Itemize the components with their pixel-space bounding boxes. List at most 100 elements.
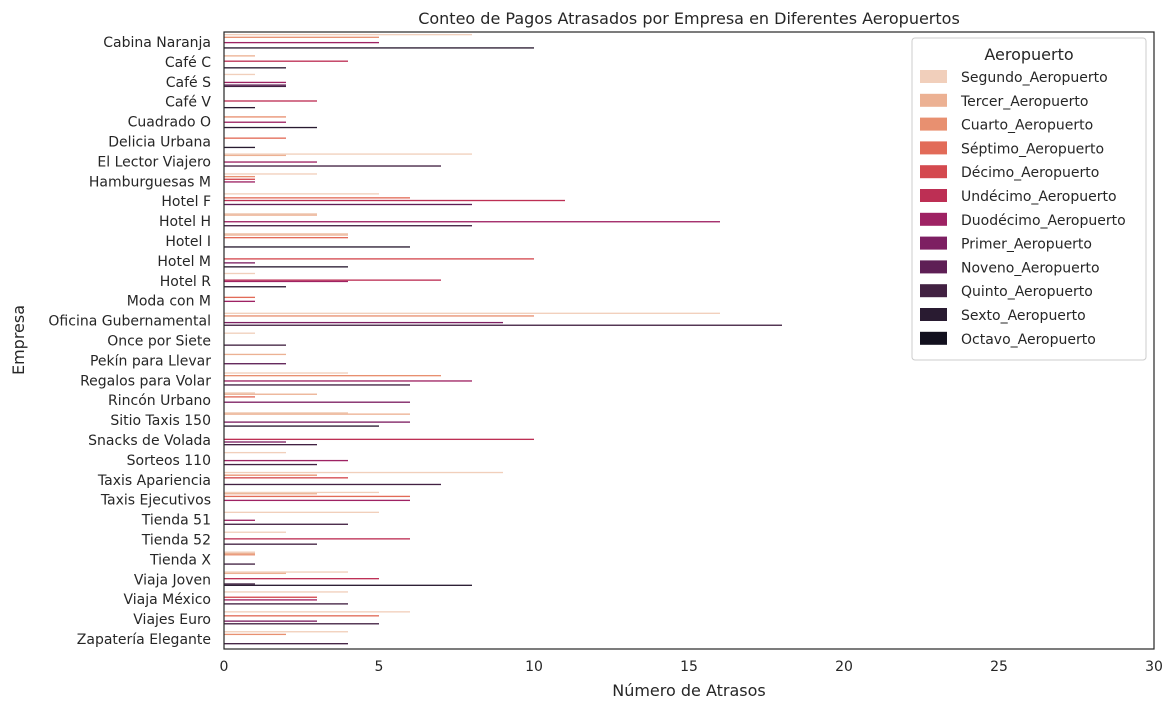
legend-label: Duodécimo_Aeropuerto <box>961 213 1126 229</box>
x-tick-label: 5 <box>375 659 384 675</box>
bar <box>224 583 255 585</box>
bar <box>224 584 472 586</box>
bar <box>224 374 441 377</box>
bar <box>224 178 255 180</box>
bar <box>224 197 410 199</box>
bar <box>224 474 317 476</box>
bar <box>224 214 317 216</box>
bar <box>224 623 379 625</box>
bar <box>224 441 286 443</box>
bar <box>224 258 534 260</box>
bar <box>224 55 255 57</box>
legend-label: Primer_Aeropuerto <box>961 237 1092 253</box>
y-tick-label: Moda con M <box>127 294 211 310</box>
legend-label: Cuarto_Aeropuerto <box>961 118 1093 134</box>
bar <box>224 620 317 622</box>
bar <box>224 531 286 533</box>
bar <box>224 324 782 326</box>
bar <box>224 67 286 69</box>
bar <box>224 84 286 86</box>
bar <box>224 106 255 109</box>
bar <box>224 203 472 206</box>
bar <box>224 380 472 382</box>
y-axis-label: Empresa <box>9 305 28 375</box>
x-tick-label: 30 <box>1145 659 1163 675</box>
bar <box>224 384 410 386</box>
y-tick-labels: Cabina Naranja Café C Café S Café V Cuadrado… <box>48 35 211 648</box>
y-tick-label: Hotel R <box>160 274 212 290</box>
bar <box>224 591 348 593</box>
bar <box>224 572 286 575</box>
legend-label: Quinto_Aeropuerto <box>961 284 1093 300</box>
bar <box>224 471 503 474</box>
bar <box>224 181 255 183</box>
bar <box>224 563 255 565</box>
bar <box>224 551 255 553</box>
bar <box>224 146 255 149</box>
bar <box>224 493 317 495</box>
bar <box>224 344 286 346</box>
y-tick-label: Oficina Gubernamental <box>48 314 211 330</box>
x-tick-label: 10 <box>525 659 543 675</box>
legend-swatch <box>920 117 947 131</box>
bar <box>224 578 379 580</box>
bar <box>224 286 286 288</box>
bar <box>224 519 255 521</box>
legend-swatch <box>920 141 947 155</box>
y-tick-label: Café C <box>165 55 211 71</box>
bar <box>224 237 348 239</box>
bar <box>224 315 534 317</box>
bar <box>224 279 441 281</box>
bar <box>224 363 286 365</box>
y-tick-label: Snacks de Volada <box>88 433 211 449</box>
x-tick-label: 0 <box>220 659 229 675</box>
bar <box>224 234 348 236</box>
bar <box>224 300 255 303</box>
legend-swatch <box>920 236 947 250</box>
legend-label: Séptimo_Aeropuerto <box>961 141 1104 157</box>
x-tick-labels: 0 5 10 15 20 25 30 <box>220 659 1163 675</box>
bar <box>224 401 410 403</box>
y-tick-label: Hamburguesas M <box>89 174 211 190</box>
legend-label: Octavo_Aeropuerto <box>961 332 1096 348</box>
bar <box>224 193 379 195</box>
bar <box>224 421 410 423</box>
y-tick-label: Hotel M <box>157 254 211 270</box>
bar <box>224 233 348 235</box>
y-tick-label: Hotel F <box>161 194 211 210</box>
legend-label: Segundo_Aeropuerto <box>961 70 1108 86</box>
bar <box>224 137 286 139</box>
legend-swatch <box>920 212 947 226</box>
bar <box>224 173 317 175</box>
bar <box>224 121 286 123</box>
bar <box>224 511 379 513</box>
bar <box>224 153 472 155</box>
y-tick-label: Viajes Euro <box>133 612 211 628</box>
y-tick-label: Rincón Urbano <box>108 393 211 409</box>
bar <box>224 603 348 605</box>
y-tick-label: Cabina Naranja <box>103 35 211 51</box>
bars-group <box>224 33 782 645</box>
legend-swatch <box>920 165 947 179</box>
y-tick-label: Café V <box>165 95 211 111</box>
bar <box>224 459 348 462</box>
bar <box>224 552 255 555</box>
legend-label: Décimo_Aeropuerto <box>961 165 1099 181</box>
bar <box>224 165 441 167</box>
legend: Aeropuerto Segundo_Aeropuerto Tercer_Aero… <box>911 37 1147 361</box>
legend-swatch <box>920 93 947 107</box>
y-tick-label: Viaja México <box>123 592 211 608</box>
y-tick-label: Tienda X <box>149 552 211 568</box>
bar <box>224 495 410 498</box>
bar <box>224 225 472 227</box>
bar <box>224 523 348 525</box>
bar <box>224 554 255 556</box>
bar <box>224 85 286 88</box>
bar <box>224 615 379 617</box>
bar <box>224 41 379 44</box>
bar <box>224 392 255 394</box>
bar <box>224 47 534 49</box>
bar <box>224 332 255 334</box>
bar <box>224 266 348 268</box>
y-tick-label: Once por Siete <box>107 334 211 350</box>
